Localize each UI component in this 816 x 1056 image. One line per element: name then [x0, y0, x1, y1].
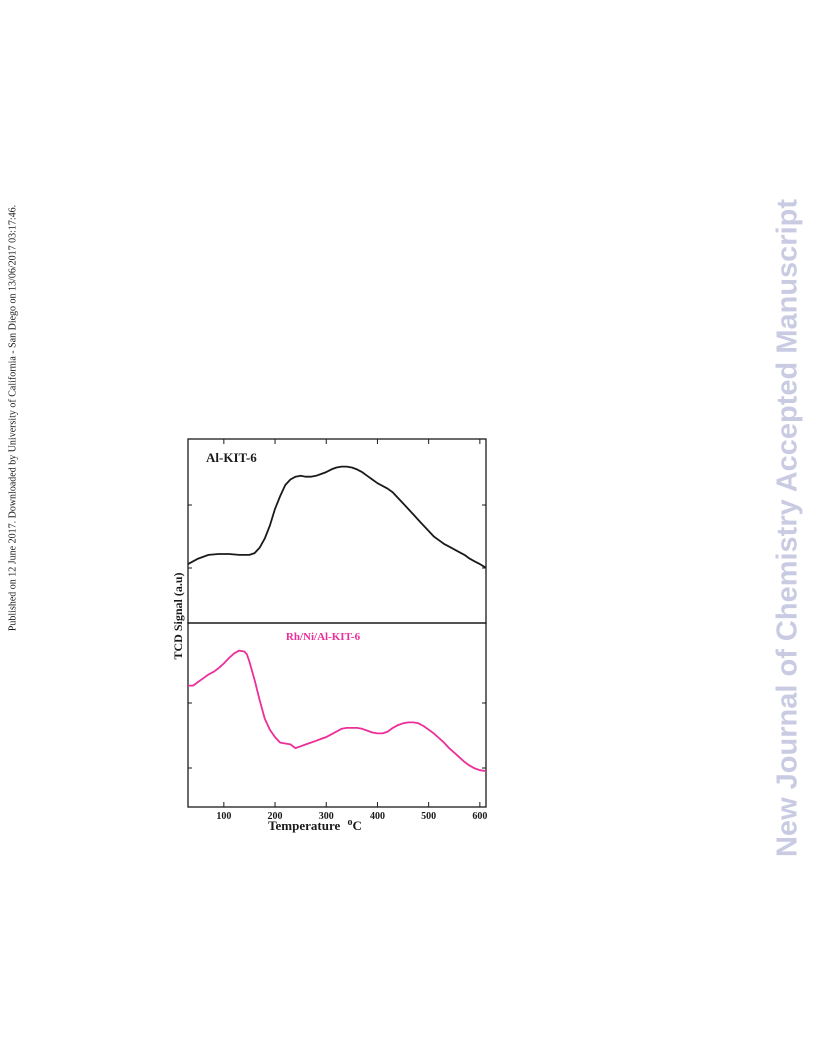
series-line-al-kit-6 [187, 465, 487, 569]
x-axis-unit-degree: o [348, 817, 353, 828]
x-tick-labels: 100 200 300 400 500 600 [216, 811, 487, 822]
x-tick-label: 300 [319, 811, 334, 822]
plot-frame-bottom [187, 622, 487, 808]
panel-rh-ni-al-kit-6: Rh/Ni/Al-KIT-6 [187, 622, 487, 808]
x-axis-unit: oC [348, 817, 362, 833]
panel-al-kit-6: Al-KIT-6 [187, 438, 487, 624]
x-tick-label: 500 [421, 811, 436, 822]
series-line-rh-ni-al-kit-6 [188, 649, 487, 772]
x-tick-label: 400 [370, 811, 385, 822]
y-axis-title: TCD Signal (a.u) [171, 572, 185, 659]
x-tick-label: 100 [216, 811, 231, 822]
x-tick-label: 600 [472, 811, 487, 822]
x-axis-title: Temperature oC [268, 817, 362, 833]
tick-marks [188, 439, 486, 807]
x-tick-label: 200 [268, 811, 283, 822]
panel-title-al-kit-6: Al-KIT-6 [206, 450, 257, 465]
panel-title-rh-ni-al-kit-6: Rh/Ni/Al-KIT-6 [286, 631, 361, 643]
x-axis-label: Temperature [268, 818, 340, 833]
x-axis-unit-letter: C [353, 818, 362, 833]
